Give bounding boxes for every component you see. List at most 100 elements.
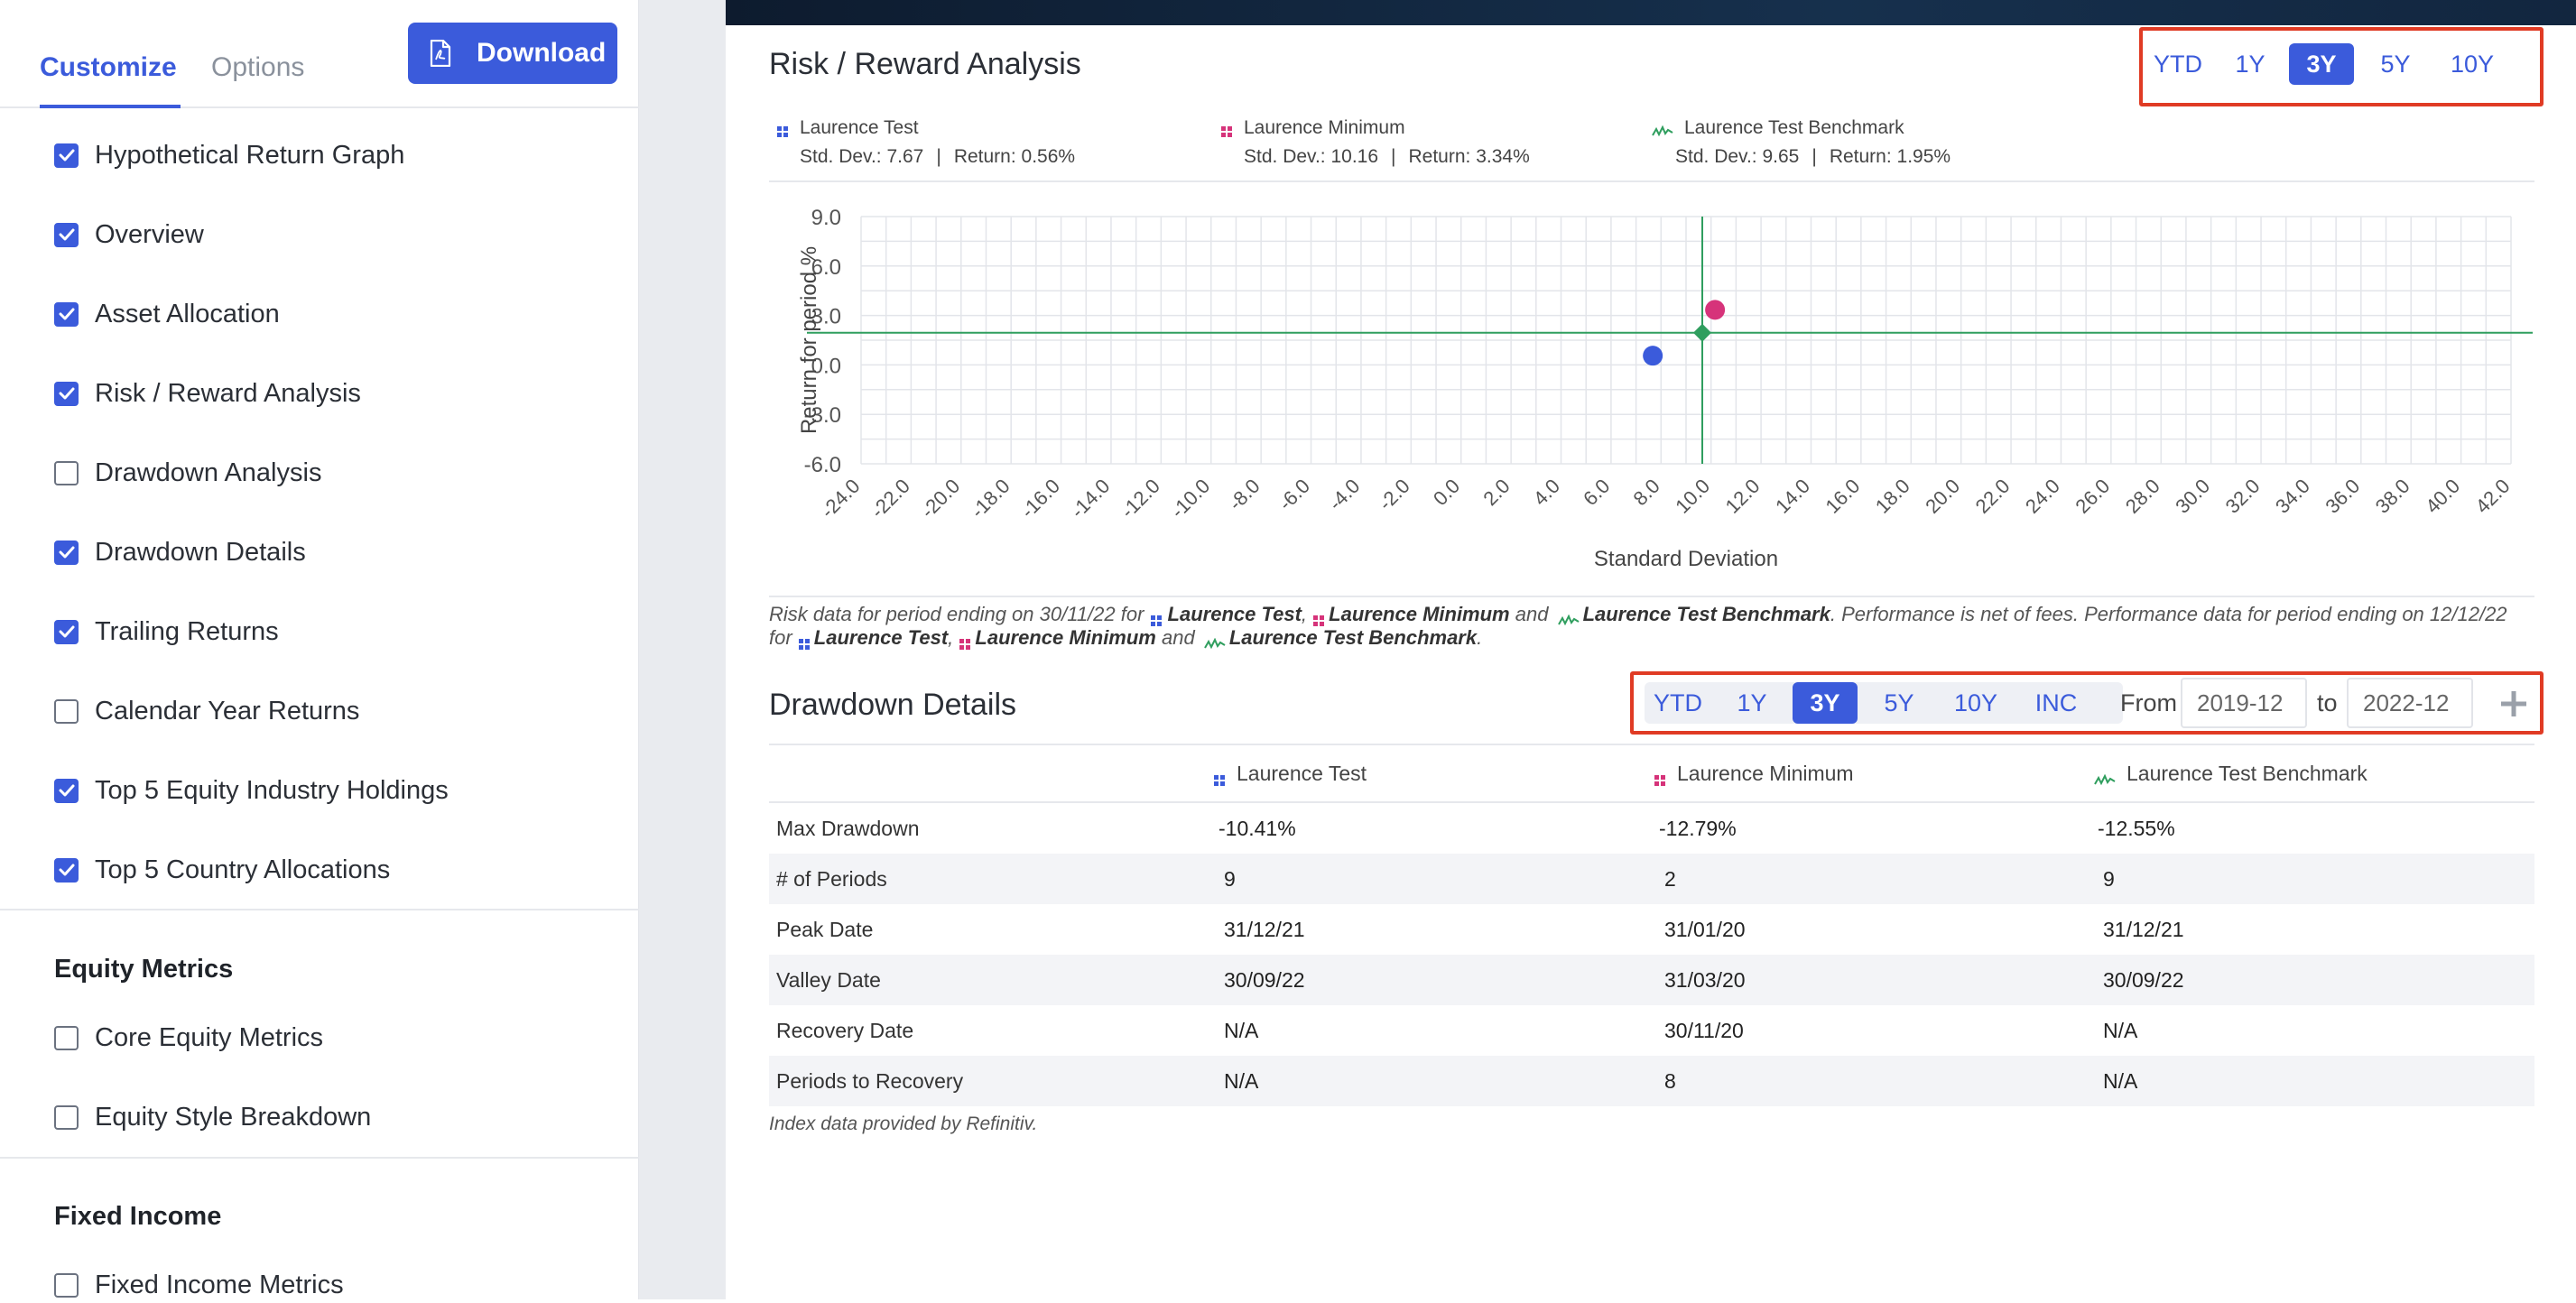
legend-item: Laurence Test Benchmark Std. Dev.: 9.65 |… — [1652, 117, 1951, 168]
checkbox-checked[interactable] — [54, 301, 79, 327]
checkbox-checked[interactable] — [54, 778, 79, 803]
section-toggle-label: Top 5 Country Allocations — [95, 855, 391, 884]
section-toggle[interactable]: Fixed Income Metrics — [54, 1267, 344, 1303]
legend-series-name: Laurence Minimum — [1244, 117, 1405, 138]
period-button-5y[interactable]: 5Y — [1884, 688, 1914, 716]
checkbox-unchecked[interactable] — [54, 1272, 79, 1298]
divider — [769, 801, 2534, 803]
table-cell: -12.79% — [1659, 817, 1737, 840]
checkmark-icon — [59, 864, 74, 876]
note-series-name: Laurence Minimum — [975, 626, 1156, 649]
legend-return: Return: 0.56% — [953, 146, 1076, 167]
period-button-3y[interactable]: 3Y — [1793, 682, 1858, 724]
legend-item: Laurence Minimum Std. Dev.: 10.16 | Return… — [1220, 117, 1530, 168]
checkbox-unchecked[interactable] — [54, 460, 79, 485]
table-cell: 31/12/21 — [2103, 918, 2184, 941]
section-toggle[interactable]: Overview — [54, 217, 204, 253]
period-button-10y[interactable]: 10Y — [2450, 50, 2495, 78]
note-series-name: Laurence Test Benchmark — [1228, 626, 1478, 649]
legend-series-name: Laurence Test Benchmark — [1684, 117, 1904, 138]
equity-metrics-heading: Equity Metrics — [54, 955, 234, 984]
section-toggle[interactable]: Drawdown Details — [54, 534, 306, 570]
x-tick-label: 6.0 — [1579, 475, 1614, 510]
section-toggle-label: Asset Allocation — [95, 299, 280, 328]
column-label: Laurence Test Benchmark — [2127, 762, 2368, 785]
table-cell: 31/01/20 — [1664, 918, 1746, 941]
x-tick-label: 32.0 — [2221, 475, 2265, 518]
section-toggle-label: Top 5 Equity Industry Holdings — [95, 775, 449, 805]
section-toggle[interactable]: Asset Allocation — [54, 296, 280, 332]
table-cell: N/A — [2103, 1069, 2138, 1093]
section-toggle[interactable]: Risk / Reward Analysis — [54, 375, 361, 411]
separator: | — [936, 146, 941, 167]
checkmark-icon — [59, 149, 74, 162]
section-toggle[interactable]: Top 5 Country Allocations — [54, 852, 390, 888]
x-tick-label: -2.0 — [1374, 475, 1413, 514]
divider — [769, 596, 2534, 597]
period-button-1y[interactable]: 1Y — [2235, 50, 2266, 78]
gutter — [639, 0, 726, 1299]
checkbox-unchecked[interactable] — [54, 1104, 79, 1130]
section-toggle[interactable]: Equity Style Breakdown — [54, 1099, 371, 1135]
x-tick-label: 0.0 — [1429, 475, 1464, 510]
x-tick-label: 8.0 — [1629, 475, 1664, 510]
x-tick-label: -8.0 — [1224, 475, 1264, 514]
checkbox-checked[interactable] — [54, 857, 79, 883]
plus-icon[interactable] — [2500, 690, 2527, 717]
checkbox-checked[interactable] — [54, 381, 79, 406]
period-button-5y[interactable]: 5Y — [2380, 50, 2411, 78]
table-row: Recovery Date N/A 30/11/20 N/A — [769, 1005, 2534, 1056]
row-label: Recovery Date — [776, 1019, 914, 1042]
section-toggle[interactable]: Hypothetical Return Graph — [54, 137, 404, 173]
table-cell: 2 — [1664, 867, 1676, 891]
checkbox-checked[interactable] — [54, 143, 79, 168]
download-button[interactable]: Download — [408, 23, 617, 84]
tab-customize[interactable]: Customize — [40, 52, 181, 108]
section-toggle[interactable]: Core Equity Metrics — [54, 1020, 323, 1056]
table-cell: 31/12/21 — [1224, 918, 1305, 941]
line-chart-icon — [1652, 122, 1673, 137]
line-chart-icon — [1557, 609, 1580, 626]
drawdown-period-selector: YTD 1Y 3Y 5Y 10Y INC — [1645, 682, 2123, 724]
x-tick-label: 12.0 — [1721, 475, 1765, 518]
checkbox-checked[interactable] — [54, 540, 79, 565]
x-tick-label: -14.0 — [1066, 475, 1114, 522]
to-date-input[interactable]: 2022-12 — [2347, 678, 2473, 728]
section-toggle-label: Hypothetical Return Graph — [95, 140, 405, 170]
checkbox-checked[interactable] — [54, 222, 79, 247]
note-text: and — [1155, 626, 1200, 649]
section-toggle[interactable]: Trailing Returns — [54, 614, 279, 650]
x-tick-label: 40.0 — [2421, 475, 2464, 518]
legend-return: Return: 1.95% — [1829, 146, 1951, 167]
note-series-name: Laurence Test — [813, 626, 949, 649]
note-series-name: Laurence Test Benchmark — [1582, 603, 1830, 625]
x-tick-label: -10.0 — [1166, 475, 1214, 522]
period-button-ytd[interactable]: YTD — [1654, 688, 1702, 716]
table-column-header: Laurence Minimum — [1654, 762, 1854, 786]
from-label: From — [2120, 689, 2177, 716]
x-tick-label: 42.0 — [2471, 475, 2515, 518]
tab-options[interactable]: Options — [211, 52, 305, 82]
period-button-10y[interactable]: 10Y — [1953, 688, 1998, 716]
section-toggle[interactable]: Drawdown Analysis — [54, 455, 321, 491]
section-toggle[interactable]: Calendar Year Returns — [54, 693, 359, 729]
x-tick-label: 30.0 — [2171, 475, 2214, 518]
table-cell: 30/11/20 — [1664, 1019, 1744, 1042]
period-button-inc[interactable]: INC — [2034, 688, 2078, 716]
table-cell: 30/09/22 — [2103, 968, 2184, 992]
checkbox-unchecked[interactable] — [54, 698, 79, 724]
from-date-input[interactable]: 2019-12 — [2181, 678, 2307, 728]
separator: | — [1812, 146, 1817, 167]
checkbox-unchecked[interactable] — [54, 1025, 79, 1050]
section-toggle[interactable]: Top 5 Equity Industry Holdings — [54, 772, 449, 809]
period-button-ytd[interactable]: YTD — [2154, 50, 2202, 78]
x-tick-label: -6.0 — [1274, 475, 1314, 514]
table-row: Periods to Recovery N/A 8 N/A — [769, 1056, 2534, 1106]
section-divider — [0, 1157, 639, 1159]
period-button-3y[interactable]: 3Y — [2289, 43, 2354, 85]
table-cell: N/A — [1224, 1069, 1259, 1093]
checkbox-checked[interactable] — [54, 619, 79, 644]
scatter-point-benchmark — [1693, 323, 1712, 342]
note-text: . Performance is net of fees. Performanc… — [1830, 603, 2507, 625]
period-button-1y[interactable]: 1Y — [1737, 688, 1767, 716]
